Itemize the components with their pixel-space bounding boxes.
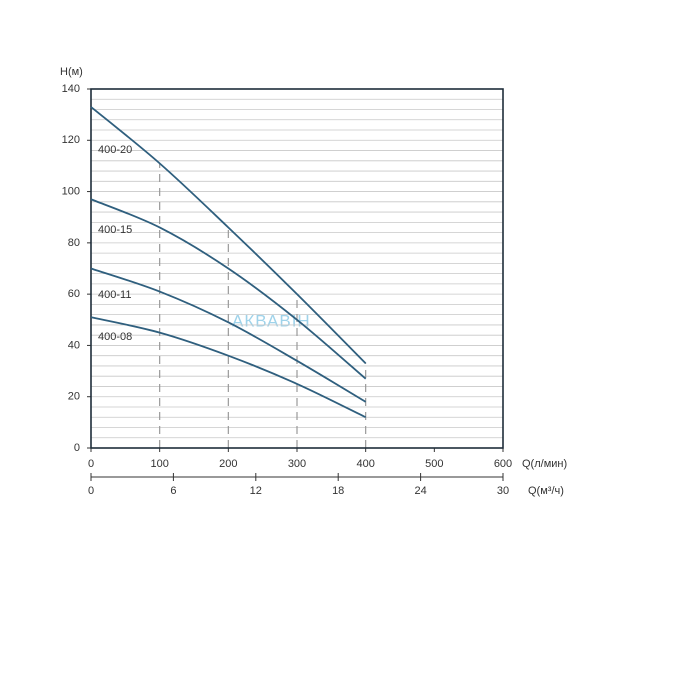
curve-label: 400-15 — [98, 224, 132, 236]
y-tick-label: 140 — [62, 83, 80, 95]
curve — [90, 267, 367, 403]
y-tick-label: 100 — [62, 185, 80, 197]
x2-tick-label: 18 — [332, 485, 344, 497]
x-tick-label: 300 — [288, 458, 306, 470]
y-axis-label: H(м) — [60, 66, 83, 78]
curve-label: 400-08 — [98, 331, 132, 343]
x2-tick-label: 12 — [250, 485, 262, 497]
y-tick-label: 120 — [62, 134, 80, 146]
x2-tick-label: 24 — [414, 485, 426, 497]
x2-tick-label: 30 — [497, 485, 509, 497]
y-tick-label: 40 — [68, 339, 80, 351]
x-tick-label: 400 — [356, 458, 374, 470]
x2-axis-label: Q(м³/ч) — [528, 485, 564, 497]
x-axis-label: Q(л/мин) — [522, 458, 567, 470]
plot-frame — [90, 88, 504, 449]
x-tick-label: 200 — [219, 458, 237, 470]
x-tick-label: 600 — [494, 458, 512, 470]
curve — [90, 198, 367, 380]
y-tick-label: 80 — [68, 237, 80, 249]
curve — [90, 106, 367, 365]
x-tick-label: 500 — [425, 458, 443, 470]
curve-label: 400-20 — [98, 144, 132, 156]
x2-tick-label: 0 — [88, 485, 94, 497]
y-tick-label: 20 — [68, 391, 80, 403]
y-tick-label: 0 — [74, 442, 80, 454]
curve-label: 400-11 — [98, 289, 131, 301]
x-tick-label: 100 — [150, 458, 168, 470]
x2-tick-label: 6 — [170, 485, 176, 497]
curve — [90, 316, 367, 419]
y-tick-label: 60 — [68, 288, 80, 300]
x-tick-label: 0 — [88, 458, 94, 470]
watermark: АКВАВІН — [232, 311, 311, 330]
